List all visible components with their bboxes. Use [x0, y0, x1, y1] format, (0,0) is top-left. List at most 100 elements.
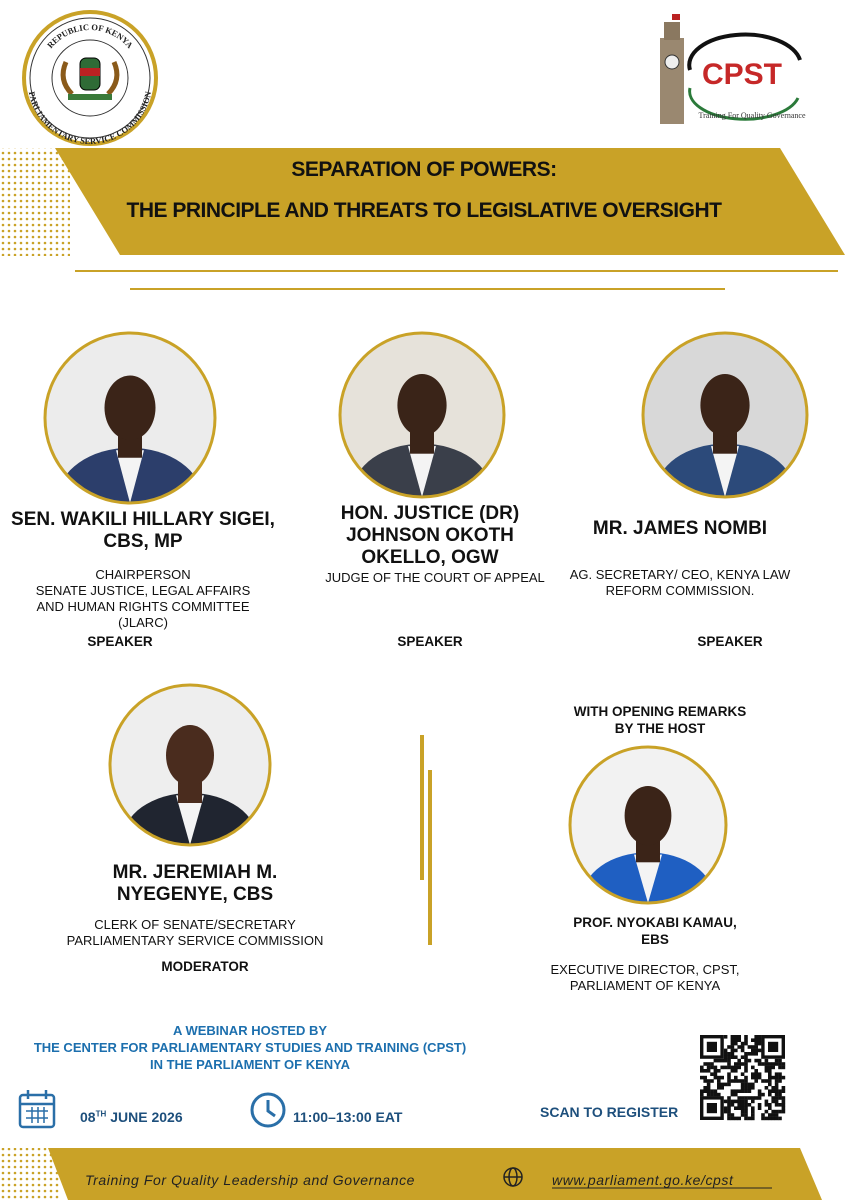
qr-cell — [768, 1113, 772, 1117]
shirt — [408, 446, 436, 497]
qr-cell — [778, 1062, 782, 1066]
qr-cell — [740, 1103, 745, 1107]
qr-cell — [710, 1079, 714, 1083]
portrait — [43, 331, 217, 505]
cpst-logo: CPST Training For Quality Governance — [660, 14, 806, 124]
qr-cell — [730, 1055, 735, 1059]
qr-cell — [737, 1103, 741, 1107]
qr-cell — [744, 1069, 748, 1073]
qr-cell — [737, 1035, 741, 1039]
qr-cell — [737, 1079, 741, 1083]
qr-cell — [774, 1113, 779, 1117]
qr-cell — [744, 1106, 748, 1110]
qr-cell — [744, 1079, 748, 1083]
qr-cell — [757, 1041, 762, 1046]
position-line: SENATE JUSTICE, LEGAL AFFAIRS — [35, 583, 251, 598]
name-line: HON. JUSTICE (DR) — [340, 503, 520, 524]
qr-cell — [710, 1092, 714, 1097]
qr-cell — [754, 1048, 758, 1053]
qr-cell — [744, 1065, 748, 1070]
qr-cell — [727, 1103, 731, 1107]
qr-cell — [706, 1079, 711, 1083]
qr-cell — [740, 1096, 745, 1100]
qr-cell — [774, 1109, 779, 1114]
name-line: MR. JAMES NOMBI — [592, 518, 768, 539]
portrait-photo — [643, 333, 807, 497]
qr-cell — [764, 1086, 769, 1090]
qr-cell — [734, 1079, 738, 1083]
head — [104, 375, 156, 441]
qr-cell — [740, 1099, 745, 1104]
name-line: SEN. WAKILI HILLARY SIGEI, — [11, 509, 275, 530]
register-label[interactable]: SCAN TO REGISTER — [540, 1104, 679, 1120]
speaker-position: AG. SECRETARY/ CEO, KENYA LAW REFORM COMM… — [530, 567, 830, 599]
qr-cell — [774, 1099, 779, 1104]
qr-cell — [706, 1089, 711, 1093]
title-line: THE PRINCIPLE AND THREATS TO LEGISLATIVE… — [126, 199, 722, 222]
footer-url[interactable]: www.parliament.go.ke/cpst — [552, 1172, 734, 1188]
host-name: PROF. NYOKABI KAMAU, EBS — [505, 914, 805, 948]
qr-cell — [723, 1109, 728, 1114]
name-line: OKELLO, OGW — [361, 547, 499, 568]
qr-cell — [740, 1041, 745, 1046]
moderator-position: CLERK OF SENATE/SECRETARY PARLIAMENTARY S… — [35, 917, 355, 949]
qr-cell — [734, 1099, 738, 1104]
qr-cell — [723, 1082, 728, 1087]
qr-cell — [778, 1103, 782, 1107]
qr-cell — [751, 1045, 755, 1049]
qr-cell — [751, 1082, 755, 1087]
qr-cell — [723, 1048, 728, 1053]
position-line: REFORM COMMISSION. — [605, 583, 755, 598]
qr-cell — [713, 1065, 718, 1070]
qr-cell — [747, 1089, 752, 1093]
qr-cell — [706, 1092, 711, 1097]
qr-cell — [744, 1058, 748, 1063]
webinar-line: THE CENTER FOR PARLIAMENTARY STUDIES AND… — [33, 1040, 467, 1055]
qr-cell — [720, 1075, 724, 1080]
qr-cell — [713, 1089, 718, 1093]
qr-cell — [706, 1069, 711, 1073]
qr-cell — [751, 1072, 755, 1076]
qr-cell — [768, 1116, 772, 1121]
qr-cell — [768, 1062, 772, 1066]
qr-cell — [737, 1065, 741, 1070]
qr-cell — [781, 1089, 786, 1093]
qr-cell — [734, 1089, 738, 1093]
qr-cell — [744, 1055, 748, 1059]
qr-cell — [744, 1096, 748, 1100]
qr-cell — [737, 1062, 741, 1066]
date-day: 08 — [80, 1109, 96, 1125]
qr-finder-core — [706, 1041, 717, 1052]
qr-cell — [754, 1069, 758, 1073]
qr-cell — [754, 1072, 758, 1076]
qr-cell — [727, 1045, 731, 1049]
host-intro: WITH OPENING REMARKS BY THE HOST — [510, 703, 810, 737]
qr-cell — [740, 1062, 745, 1066]
name-line: JOHNSON OKOTH — [346, 525, 514, 546]
qr-cell — [740, 1072, 745, 1076]
qr-cell — [757, 1103, 762, 1107]
qr-cell — [727, 1106, 731, 1110]
qr-cell — [737, 1096, 741, 1100]
qr-cell — [754, 1045, 758, 1049]
qr-cell — [723, 1052, 728, 1056]
head — [397, 374, 447, 437]
qr-cell — [720, 1086, 724, 1090]
qr-cell — [730, 1099, 735, 1104]
qr-cell — [713, 1092, 718, 1097]
name-line: MR. JEREMIAH M. — [112, 862, 278, 883]
qr-cell — [727, 1099, 731, 1104]
qr-cell — [751, 1048, 755, 1053]
qr-cell — [757, 1075, 762, 1080]
qr-cell — [703, 1062, 707, 1066]
qr-cell — [730, 1089, 735, 1093]
head — [624, 786, 672, 846]
speaker-name: HON. JUSTICE (DR) JOHNSON OKOTH OKELLO, OG… — [280, 503, 580, 569]
qr-cell — [764, 1058, 769, 1063]
qr-cell — [768, 1075, 772, 1080]
qr-cell — [771, 1099, 775, 1104]
qr-cell — [764, 1116, 769, 1121]
qr-cell — [706, 1086, 711, 1090]
qr-cell — [730, 1079, 735, 1083]
qr-cell — [751, 1075, 755, 1080]
